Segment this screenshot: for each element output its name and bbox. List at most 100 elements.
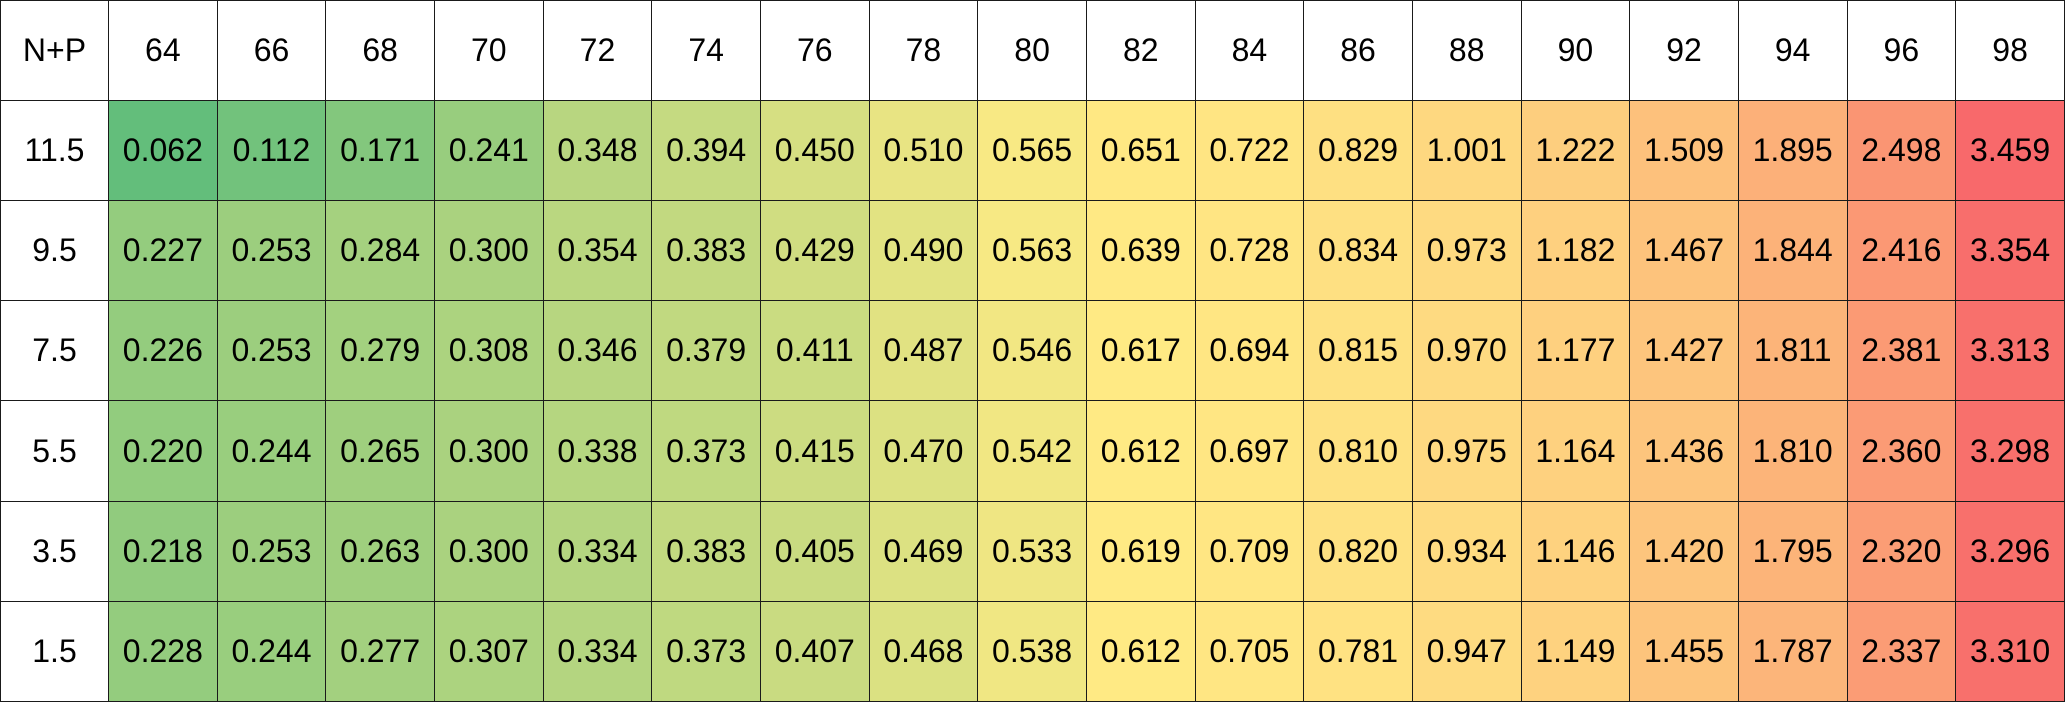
- heatmap-cell: 0.709: [1194, 500, 1305, 602]
- heatmap-cell: 0.694: [1194, 300, 1305, 402]
- column-header: 94: [1737, 0, 1848, 101]
- heatmap-cell: 0.220: [108, 400, 218, 502]
- heatmap-cell: 0.651: [1085, 99, 1196, 202]
- heatmap-cell: 1.149: [1520, 600, 1631, 703]
- heatmap-cell: 0.277: [325, 600, 435, 703]
- heatmap-cell: 0.934: [1411, 500, 1522, 602]
- heatmap-cell: 3.298: [1955, 400, 2065, 502]
- column-header: 82: [1085, 0, 1196, 101]
- heatmap-cell: 0.253: [216, 200, 327, 302]
- heatmap-cell: 0.829: [1303, 99, 1413, 202]
- column-header: 64: [108, 0, 218, 101]
- heatmap-cell: 0.450: [759, 99, 870, 202]
- column-header: 74: [651, 0, 761, 101]
- heatmap-cell: 0.542: [977, 400, 1087, 502]
- heatmap-cell: 0.468: [868, 600, 979, 703]
- heatmap-cell: 0.612: [1085, 400, 1196, 502]
- row-label: 9.5: [0, 200, 109, 302]
- heatmap-cell: 1.427: [1629, 300, 1739, 402]
- heatmap-cell: 0.563: [977, 200, 1087, 302]
- column-header: 72: [542, 0, 653, 101]
- heatmap-cell: 0.308: [433, 300, 544, 402]
- column-header: 86: [1303, 0, 1413, 101]
- heatmap-cell: 0.781: [1303, 600, 1413, 703]
- heatmap-cell: 0.373: [651, 600, 761, 703]
- heatmap-cell: 1.844: [1737, 200, 1848, 302]
- heatmap-cell: 0.253: [216, 300, 327, 402]
- heatmap-cell: 0.394: [651, 99, 761, 202]
- heatmap-cell: 0.487: [868, 300, 979, 402]
- heatmap-cell: 2.498: [1846, 99, 1957, 202]
- heatmap-cell: 0.300: [433, 200, 544, 302]
- heatmap-cell: 0.510: [868, 99, 979, 202]
- heatmap-cell: 0.810: [1303, 400, 1413, 502]
- heatmap-cell: 0.334: [542, 600, 653, 703]
- heatmap-cell: 0.348: [542, 99, 653, 202]
- heatmap-cell: 0.470: [868, 400, 979, 502]
- heatmap-cell: 0.228: [108, 600, 218, 703]
- table-row: 11.5 0.062 0.112 0.171 0.241 0.348 0.394 0.450 0…: [0, 99, 2065, 202]
- heatmap-cell: 0.815: [1303, 300, 1413, 402]
- corner-label: N+P: [0, 0, 109, 101]
- row-label: 3.5: [0, 500, 109, 602]
- table-body: 11.5 0.062 0.112 0.171 0.241 0.348 0.394 0.450 0…: [0, 99, 2065, 703]
- heatmap-cell: 0.244: [216, 400, 327, 502]
- heatmap-cell: 0.533: [977, 500, 1087, 602]
- heatmap-cell: 3.310: [1955, 600, 2065, 703]
- table-row: 5.5 0.220 0.244 0.265 0.300 0.338 0.373 0.415 0.…: [0, 400, 2065, 502]
- heatmap-cell: 0.970: [1411, 300, 1522, 402]
- heatmap-cell: 0.334: [542, 500, 653, 602]
- heatmap-cell: 1.467: [1629, 200, 1739, 302]
- heatmap-cell: 0.490: [868, 200, 979, 302]
- column-header: 92: [1629, 0, 1739, 101]
- heatmap-cell: 0.300: [433, 500, 544, 602]
- heatmap-cell: 2.416: [1846, 200, 1957, 302]
- heatmap-cell: 0.226: [108, 300, 218, 402]
- column-header: 90: [1520, 0, 1631, 101]
- table-row: 3.5 0.218 0.253 0.263 0.300 0.334 0.383 0.405 0.…: [0, 500, 2065, 602]
- heatmap-cell: 0.565: [977, 99, 1087, 202]
- heatmap-cell: 1.811: [1737, 300, 1848, 402]
- table-row: 7.5 0.226 0.253 0.279 0.308 0.346 0.379 0.411 0.…: [0, 300, 2065, 402]
- heatmap-cell: 3.313: [1955, 300, 2065, 402]
- heatmap-cell: 0.171: [325, 99, 435, 202]
- heatmap-cell: 1.787: [1737, 600, 1848, 703]
- header-row: N+P 64 66 68 70 72 74 76 78 80 82 84 86 88 90 92 94 96 98: [0, 0, 2065, 101]
- column-header: 84: [1194, 0, 1305, 101]
- column-header: 96: [1846, 0, 1957, 101]
- heatmap-cell: 0.279: [325, 300, 435, 402]
- heatmap-cell: 2.320: [1846, 500, 1957, 602]
- heatmap-cell: 0.411: [759, 300, 870, 402]
- heatmap-cell: 1.001: [1411, 99, 1522, 202]
- heatmap-cell: 0.722: [1194, 99, 1305, 202]
- heatmap-cell: 3.459: [1955, 99, 2065, 202]
- heatmap-cell: 0.227: [108, 200, 218, 302]
- column-header: 68: [325, 0, 435, 101]
- heatmap-cell: 1.146: [1520, 500, 1631, 602]
- heatmap-cell: 1.810: [1737, 400, 1848, 502]
- heatmap-cell: 0.346: [542, 300, 653, 402]
- heatmap-cell: 0.538: [977, 600, 1087, 703]
- column-header: 88: [1411, 0, 1522, 101]
- heatmap-cell: 1.182: [1520, 200, 1631, 302]
- column-header: 98: [1955, 0, 2065, 101]
- row-label: 1.5: [0, 600, 109, 703]
- heatmap-cell: 0.705: [1194, 600, 1305, 703]
- heatmap-cell: 1.222: [1520, 99, 1631, 202]
- heatmap-cell: 0.373: [651, 400, 761, 502]
- heatmap-cell: 0.973: [1411, 200, 1522, 302]
- heatmap-cell: 3.354: [1955, 200, 2065, 302]
- heatmap-cell: 0.383: [651, 500, 761, 602]
- heatmap-cell: 0.300: [433, 400, 544, 502]
- row-label: 11.5: [0, 99, 109, 202]
- heatmap-cell: 0.834: [1303, 200, 1413, 302]
- column-header: 66: [216, 0, 327, 101]
- heatmap-cell: 0.619: [1085, 500, 1196, 602]
- heatmap-cell: 0.338: [542, 400, 653, 502]
- heatmap-cell: 0.697: [1194, 400, 1305, 502]
- column-header: 78: [868, 0, 979, 101]
- heatmap-cell: 0.975: [1411, 400, 1522, 502]
- heatmap-cell: 1.436: [1629, 400, 1739, 502]
- heatmap-cell: 0.405: [759, 500, 870, 602]
